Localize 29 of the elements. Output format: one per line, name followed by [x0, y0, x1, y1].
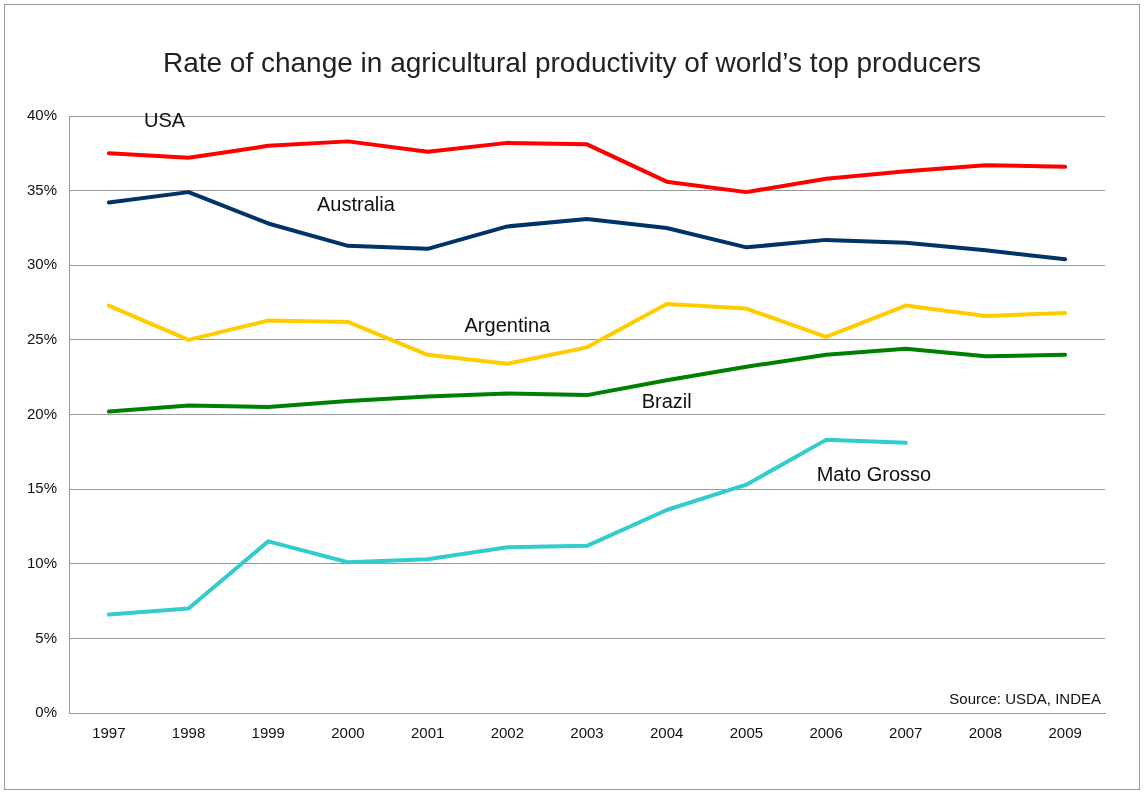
x-tick-label: 2008	[968, 724, 1003, 742]
x-tick-label: 2005	[729, 724, 764, 742]
x-tick-label: 2004	[650, 724, 684, 742]
x-tick-label: 2003	[570, 724, 604, 742]
x-tick-label: 1997	[92, 724, 126, 742]
x-tick-label: 2007	[889, 724, 923, 742]
y-tick-label: 35%	[26, 180, 58, 198]
y-tick-label: 30%	[26, 255, 58, 273]
y-tick-label: 40%	[26, 106, 58, 124]
y-tick-label: 5%	[35, 628, 58, 646]
x-tick-label: 2002	[490, 724, 525, 742]
y-tick-label: 20%	[26, 404, 58, 422]
series-label: Australia	[317, 193, 396, 216]
series-label: Brazil	[641, 390, 692, 413]
x-tick-label: 2009	[1048, 724, 1082, 742]
x-tick-label: 1999	[251, 724, 285, 742]
series-label: USA	[144, 109, 186, 132]
y-tick-label: 10%	[26, 553, 58, 571]
annotation: Source: USDA, INDEA	[949, 689, 1101, 707]
x-tick-label: 2000	[331, 724, 365, 742]
y-tick-label: 25%	[26, 330, 58, 348]
chart-title: Rate of change in agricultural productivity of world’s top producers	[161, 47, 983, 79]
y-tick-label: 15%	[26, 479, 58, 497]
x-tick-label: 2006	[809, 724, 843, 742]
series-label: Argentina	[464, 313, 551, 336]
series-label: Mato Grosso	[816, 463, 932, 486]
x-tick-label: 2001	[410, 724, 445, 742]
x-tick-label: 1998	[171, 724, 206, 742]
y-tick-label: 0%	[35, 703, 58, 721]
